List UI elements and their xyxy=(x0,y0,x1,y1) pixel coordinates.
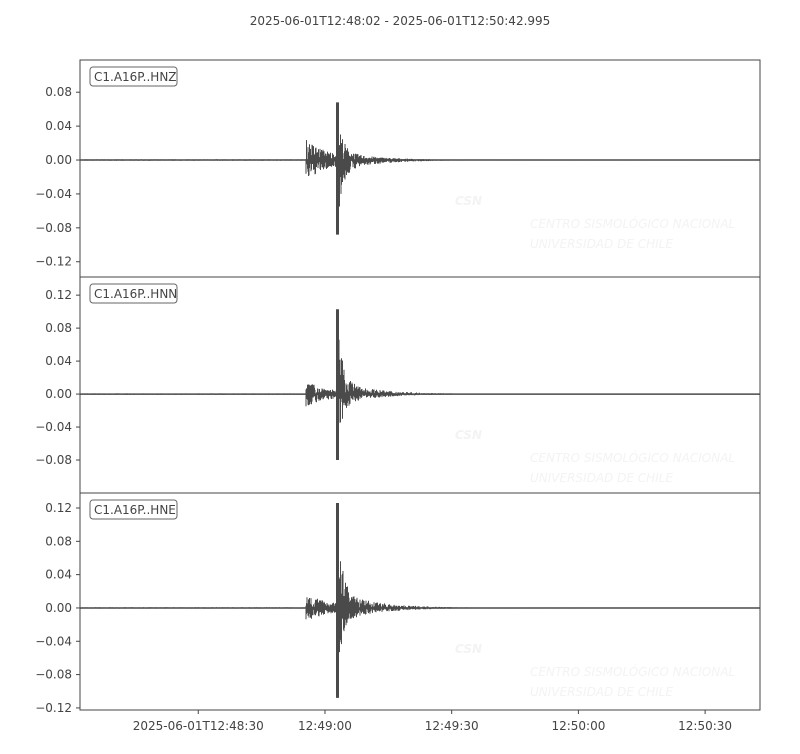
y-tick-label: 0.12 xyxy=(45,501,72,515)
watermark-line1: CENTRO SISMOLÓGICO NACIONAL xyxy=(530,450,735,465)
y-tick-label: 0.00 xyxy=(45,601,72,615)
y-tick-label: 0.08 xyxy=(45,534,72,548)
y-tick-label: 0.04 xyxy=(45,354,72,368)
y-tick-label: −0.04 xyxy=(35,420,72,434)
y-tick-label: −0.12 xyxy=(35,701,72,715)
x-tick-label: 12:50:30 xyxy=(678,719,732,733)
y-tick-label: −0.08 xyxy=(35,453,72,467)
y-tick-label: 0.00 xyxy=(45,153,72,167)
y-tick-label: 0.08 xyxy=(45,85,72,99)
watermark-line2: UNIVERSIDAD DE CHILE xyxy=(530,237,673,251)
x-tick-label: 12:50:00 xyxy=(551,719,605,733)
watermark-line1: CENTRO SISMOLÓGICO NACIONAL xyxy=(530,216,735,231)
chart-title: 2025-06-01T12:48:02 - 2025-06-01T12:50:4… xyxy=(250,14,551,28)
y-tick-label: 0.04 xyxy=(45,119,72,133)
watermark-logo: CSN xyxy=(455,194,482,208)
y-tick-label: −0.08 xyxy=(35,668,72,682)
panel-frame-2 xyxy=(79,492,761,711)
y-tick-label: 0.08 xyxy=(45,321,72,335)
trace-label: C1.A16P..HNZ xyxy=(94,70,177,84)
watermark-logo: CSN xyxy=(455,428,482,442)
x-tick-label: 2025-06-01T12:48:30 xyxy=(133,719,264,733)
trace-label: C1.A16P..HNN xyxy=(94,287,177,301)
y-tick-label: −0.12 xyxy=(35,255,72,269)
y-tick-label: 0.12 xyxy=(45,288,72,302)
watermark-line2: UNIVERSIDAD DE CHILE xyxy=(530,685,673,699)
waveform-C1.A16P..HNZ xyxy=(79,102,760,235)
x-tick-label: 12:49:00 xyxy=(298,719,352,733)
y-tick-label: 0.00 xyxy=(45,387,72,401)
x-tick-label: 12:49:30 xyxy=(425,719,479,733)
watermark-logo: CSN xyxy=(455,642,482,656)
trace-label: C1.A16P..HNE xyxy=(94,503,176,517)
watermark-line1: CENTRO SISMOLÓGICO NACIONAL xyxy=(530,664,735,679)
watermark-line2: UNIVERSIDAD DE CHILE xyxy=(530,471,673,485)
y-tick-label: −0.04 xyxy=(35,187,72,201)
y-tick-label: 0.04 xyxy=(45,568,72,582)
trace-label-box xyxy=(89,66,178,87)
trace-label-box xyxy=(89,283,178,304)
trace-label-box xyxy=(89,499,178,520)
y-tick-label: −0.04 xyxy=(35,634,72,648)
waveform-C1.A16P..HNN xyxy=(79,309,760,460)
y-tick-label: −0.08 xyxy=(35,221,72,235)
